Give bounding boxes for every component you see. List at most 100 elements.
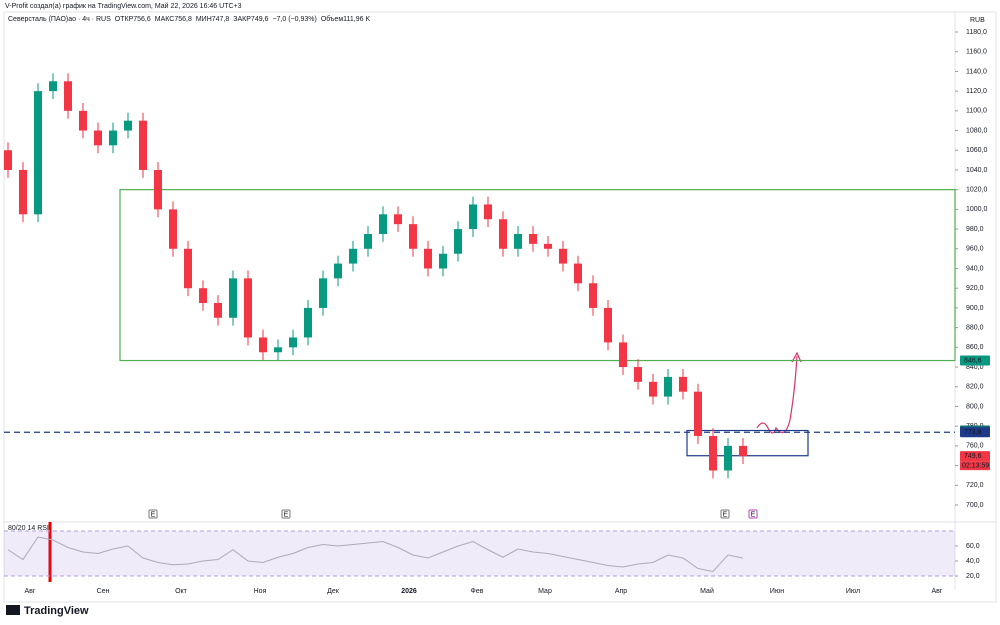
logo <box>6 605 20 615</box>
price-tag-label: 773,8 <box>964 429 982 436</box>
candle-body <box>529 234 537 244</box>
legend-item: Северсталь (ПАО)ао · 4ч · RUS <box>8 16 111 23</box>
candle-body <box>424 248 432 269</box>
candle-body <box>124 120 132 131</box>
legend-item: Объем111,96 K <box>321 15 371 23</box>
box <box>686 429 809 457</box>
candle-body <box>139 120 147 170</box>
price-tag <box>960 355 990 366</box>
y-tick-label: 1100,0 <box>966 108 987 115</box>
candle-body <box>619 342 627 368</box>
y-tick-label: 920,0 <box>966 285 984 292</box>
x-tick-label: Июл <box>846 588 860 595</box>
candle-body <box>349 248 357 264</box>
y-tick-label: 1080,0 <box>966 127 988 134</box>
y-tick-label: 800,0 <box>966 403 984 410</box>
candle-body <box>319 278 327 308</box>
candle-body <box>694 391 702 437</box>
arrow <box>756 351 802 434</box>
candle-body <box>634 367 642 382</box>
y-tick-label: 860,0 <box>966 344 984 351</box>
candle-body <box>79 110 87 131</box>
event-label: E <box>723 511 728 518</box>
frame <box>3 11 997 603</box>
candle-body <box>574 263 582 284</box>
y-tick-label: 760,0 <box>966 443 984 450</box>
candle-body <box>169 209 177 249</box>
y-tick-label: 1000,0 <box>966 206 988 213</box>
candle-body <box>109 130 117 146</box>
zone <box>119 189 956 362</box>
rsi-band <box>4 531 955 576</box>
candle-body <box>49 81 57 92</box>
candle-body <box>214 302 222 318</box>
candle-body <box>514 234 522 249</box>
candle-body <box>334 263 342 279</box>
event-label: E <box>151 511 156 518</box>
legend-item: МАКС756,8 <box>155 16 192 23</box>
x-tick-label: 2026 <box>401 588 417 595</box>
y-tick-label: 840,0 <box>966 364 984 371</box>
price-tag-label: 846,6 <box>964 357 982 364</box>
y-tick-label: 820,0 <box>966 384 984 391</box>
candle-body <box>709 436 717 471</box>
price-tag-label: 749,6 <box>964 453 982 460</box>
x-tick-label: Дек <box>327 588 340 595</box>
y-tick-label: 1120,0 <box>966 88 987 95</box>
y-tick-label: 1180,0 <box>966 29 987 36</box>
y-tick-label: 700,0 <box>966 502 984 509</box>
event-box <box>748 509 758 519</box>
candle-body <box>94 130 102 146</box>
header: V-Profit создал(а) график на TradingView… <box>5 2 242 10</box>
currency: RUB <box>970 17 985 24</box>
candle-body <box>499 219 507 249</box>
event-label: E <box>751 511 756 518</box>
candle-body <box>649 381 657 397</box>
candle-body <box>274 347 282 353</box>
rsi-tick-label: 60,0 <box>966 543 980 550</box>
candle-body <box>724 445 732 471</box>
y-tick-label: 1140,0 <box>966 68 987 75</box>
y-tick-label: 1020,0 <box>966 187 988 194</box>
legend-item: ОТКР756,6 <box>115 16 151 23</box>
x-tick-label: Май <box>700 587 714 595</box>
rsi-tick-label: 40,0 <box>966 558 980 565</box>
candle-body <box>559 248 567 264</box>
candle-body <box>304 307 312 338</box>
y-tick-label: 1160,0 <box>966 49 987 56</box>
candle-body <box>589 283 597 308</box>
event-box <box>148 509 158 519</box>
price-tag <box>960 427 990 438</box>
x-tick-label: Апр <box>615 588 627 595</box>
y-tick-label: 1060,0 <box>966 147 988 154</box>
candle-body <box>229 278 237 318</box>
candle-body <box>739 445 747 457</box>
candle-body <box>544 243 552 249</box>
candle-body <box>604 307 612 343</box>
y-tick-label: 720,0 <box>966 482 984 489</box>
candle-body <box>184 248 192 289</box>
candle-body <box>364 234 372 249</box>
candle-body <box>244 278 252 338</box>
rsi-line <box>7 536 744 573</box>
candle-body <box>664 376 672 397</box>
y-tick-label: 1040,0 <box>966 167 988 174</box>
candle-body <box>484 204 492 220</box>
x-tick-label: Авг <box>932 588 943 595</box>
event-box <box>720 509 730 519</box>
y-tick-label: 940,0 <box>966 265 984 272</box>
countdown: 02:13:59 <box>962 462 989 469</box>
candle-body <box>199 288 207 303</box>
candle-body <box>454 229 462 254</box>
y-tick-label: 980,0 <box>966 226 984 233</box>
x-tick-label: Авг <box>25 588 36 595</box>
x-tick-label: Сен <box>97 588 110 595</box>
x-tick-label: Фев <box>471 588 484 595</box>
candle-body <box>4 150 12 170</box>
candle-body <box>289 337 297 348</box>
legend-item: МИН747,8 <box>196 16 230 23</box>
y-tick-label: 880,0 <box>966 324 984 331</box>
candle-body <box>259 337 267 353</box>
